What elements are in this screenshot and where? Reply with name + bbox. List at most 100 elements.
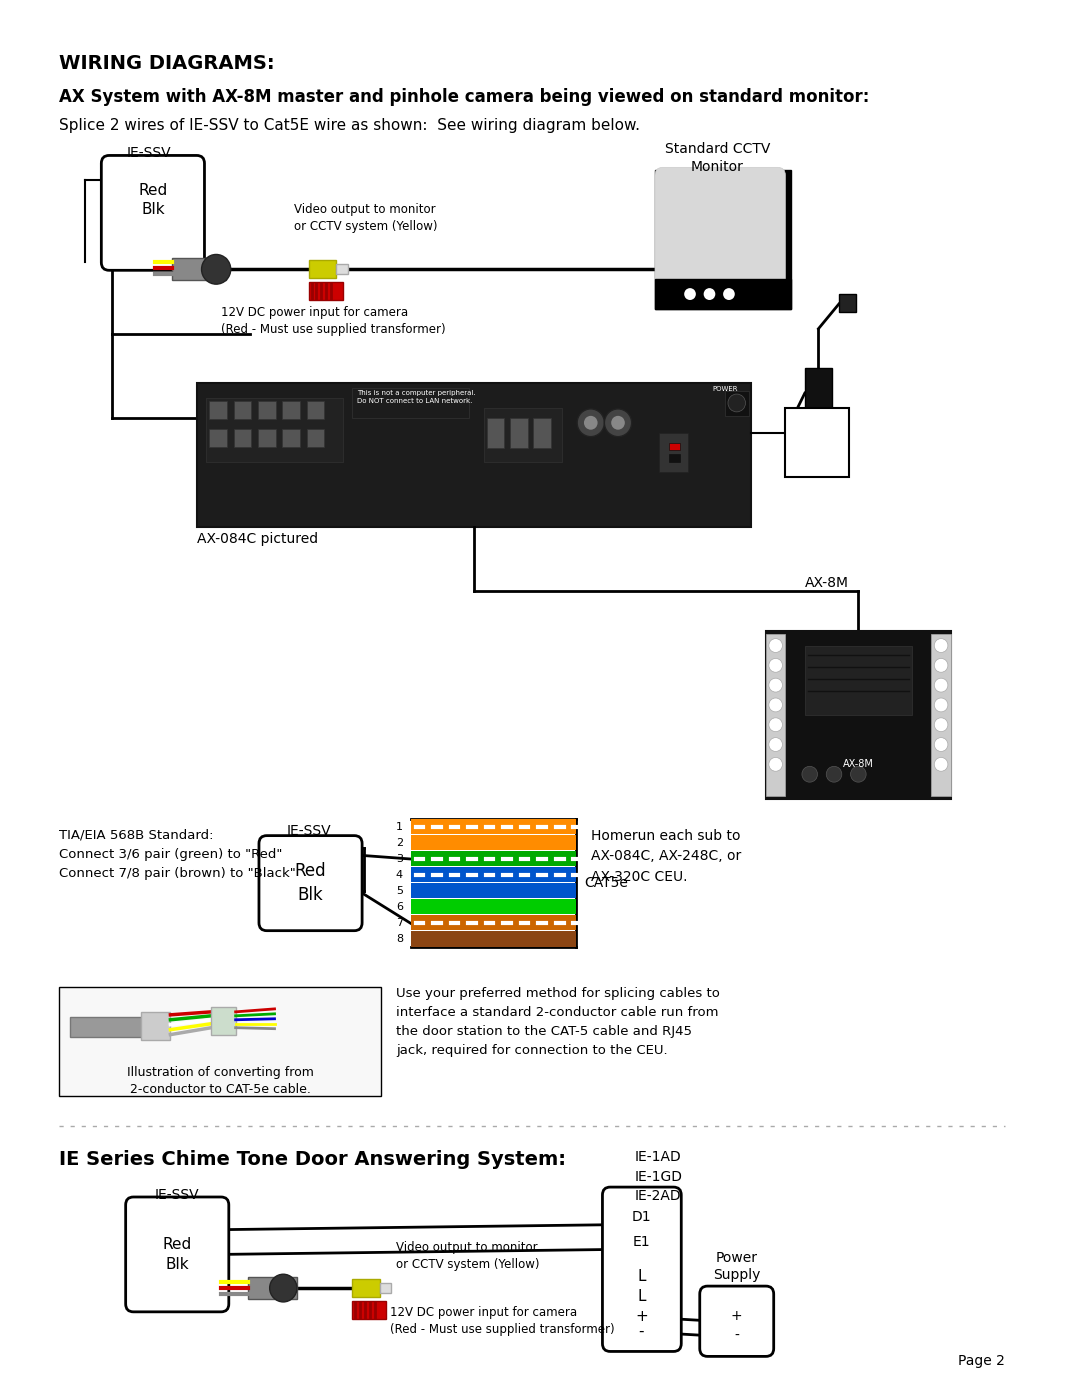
Circle shape bbox=[934, 678, 948, 692]
Bar bbox=[309, 260, 336, 278]
FancyBboxPatch shape bbox=[259, 835, 362, 930]
FancyBboxPatch shape bbox=[700, 1287, 773, 1356]
Bar bbox=[233, 401, 252, 419]
Circle shape bbox=[724, 288, 734, 300]
Text: WIRING DIAGRAMS:: WIRING DIAGRAMS: bbox=[59, 54, 275, 74]
Text: E1: E1 bbox=[633, 1235, 650, 1249]
Circle shape bbox=[934, 718, 948, 732]
Bar bbox=[410, 868, 576, 882]
Text: Red
Blk: Red Blk bbox=[138, 183, 167, 218]
Bar bbox=[379, 1282, 391, 1294]
Text: -: - bbox=[638, 1324, 644, 1338]
Text: Homerun each sub to
AX-084C, AX-248C, or
AX-320C CEU.: Homerun each sub to AX-084C, AX-248C, or… bbox=[591, 828, 741, 884]
Text: 7: 7 bbox=[396, 918, 403, 929]
Text: Illustration of converting from
2-conductor to CAT-5e cable.: Illustration of converting from 2-conduc… bbox=[126, 1066, 313, 1097]
Bar bbox=[410, 851, 576, 866]
Bar bbox=[785, 408, 849, 478]
Bar bbox=[352, 388, 469, 418]
Text: 3: 3 bbox=[396, 854, 403, 863]
Bar bbox=[173, 258, 226, 281]
Text: L: L bbox=[637, 1270, 646, 1284]
Bar bbox=[410, 932, 576, 947]
Bar bbox=[669, 443, 680, 450]
Text: IE Series Chime Tone Door Answering System:: IE Series Chime Tone Door Answering Syst… bbox=[59, 1151, 567, 1169]
Bar bbox=[307, 401, 324, 419]
Bar bbox=[336, 264, 348, 274]
Circle shape bbox=[851, 767, 866, 782]
Circle shape bbox=[685, 288, 696, 300]
Circle shape bbox=[769, 638, 782, 652]
Text: Video output to monitor
or CCTV system (Yellow): Video output to monitor or CCTV system (… bbox=[294, 203, 437, 233]
Circle shape bbox=[769, 718, 782, 732]
Bar bbox=[410, 819, 576, 834]
Bar bbox=[70, 1017, 144, 1037]
Text: IE-1AD
IE-1GD
IE-2AD: IE-1AD IE-1GD IE-2AD bbox=[635, 1151, 683, 1203]
Circle shape bbox=[584, 416, 597, 430]
Bar bbox=[805, 369, 832, 447]
Circle shape bbox=[934, 638, 948, 652]
Bar bbox=[654, 279, 792, 309]
Text: Splice 2 wires of IE-SSV to Cat5E wire as shown:  See wiring diagram below.: Splice 2 wires of IE-SSV to Cat5E wire a… bbox=[59, 117, 640, 133]
Text: -: - bbox=[734, 1329, 739, 1343]
Bar bbox=[141, 1011, 171, 1039]
Circle shape bbox=[934, 738, 948, 752]
Bar bbox=[282, 401, 300, 419]
Text: 12V DC power input for camera
(Red - Must use supplied transformer): 12V DC power input for camera (Red - Mus… bbox=[221, 306, 446, 335]
Circle shape bbox=[934, 698, 948, 712]
Text: +: + bbox=[635, 1309, 648, 1324]
Text: AX System with AX-8M master and pinhole camera being viewed on standard monitor:: AX System with AX-8M master and pinhole … bbox=[59, 88, 869, 106]
Text: POWER: POWER bbox=[713, 386, 738, 393]
Bar bbox=[59, 988, 380, 1097]
Bar bbox=[410, 883, 576, 898]
Text: 1: 1 bbox=[396, 821, 403, 831]
Bar bbox=[410, 900, 576, 914]
Circle shape bbox=[802, 767, 818, 782]
Text: IE-SSV: IE-SSV bbox=[154, 1187, 200, 1201]
Text: IE-SSV: IE-SSV bbox=[286, 824, 330, 838]
Circle shape bbox=[769, 678, 782, 692]
Bar bbox=[210, 429, 227, 447]
Text: AX-084C pictured: AX-084C pictured bbox=[197, 532, 318, 546]
Text: AX-8M: AX-8M bbox=[842, 760, 874, 770]
Text: D1: D1 bbox=[632, 1210, 651, 1224]
Circle shape bbox=[270, 1274, 297, 1302]
Bar bbox=[282, 429, 300, 447]
Bar bbox=[659, 433, 688, 472]
Bar bbox=[233, 429, 252, 447]
Bar bbox=[309, 282, 342, 300]
Bar bbox=[210, 401, 227, 419]
Bar bbox=[410, 915, 576, 930]
Circle shape bbox=[704, 288, 715, 300]
Bar bbox=[258, 429, 275, 447]
Text: Page 2: Page 2 bbox=[958, 1354, 1005, 1368]
Bar bbox=[654, 170, 792, 309]
Text: +: + bbox=[731, 1309, 743, 1323]
Bar bbox=[669, 454, 680, 462]
Circle shape bbox=[605, 409, 632, 437]
Circle shape bbox=[934, 757, 948, 771]
Text: AX-8M: AX-8M bbox=[805, 576, 849, 590]
Bar bbox=[510, 418, 527, 447]
Text: 5: 5 bbox=[396, 886, 403, 897]
Text: 2: 2 bbox=[396, 838, 403, 848]
Bar bbox=[410, 835, 576, 849]
Bar bbox=[766, 634, 785, 796]
Bar bbox=[487, 418, 504, 447]
Circle shape bbox=[728, 394, 745, 412]
Text: This is not a computer peripheral.
Do NOT connect to LAN network.: This is not a computer peripheral. Do NO… bbox=[357, 390, 476, 404]
Text: IE-SSV: IE-SSV bbox=[126, 145, 172, 159]
Bar bbox=[839, 293, 856, 312]
Bar bbox=[258, 401, 275, 419]
Text: Standard CCTV
Monitor: Standard CCTV Monitor bbox=[664, 141, 770, 175]
Text: 4: 4 bbox=[396, 870, 403, 880]
Text: Red
Blk: Red Blk bbox=[163, 1236, 192, 1271]
Bar bbox=[805, 645, 912, 715]
Bar bbox=[931, 634, 950, 796]
Bar bbox=[766, 630, 950, 799]
Circle shape bbox=[826, 767, 841, 782]
Bar bbox=[352, 1301, 387, 1319]
Bar bbox=[307, 429, 324, 447]
Circle shape bbox=[769, 738, 782, 752]
Bar bbox=[725, 391, 750, 416]
Text: 8: 8 bbox=[396, 935, 403, 944]
